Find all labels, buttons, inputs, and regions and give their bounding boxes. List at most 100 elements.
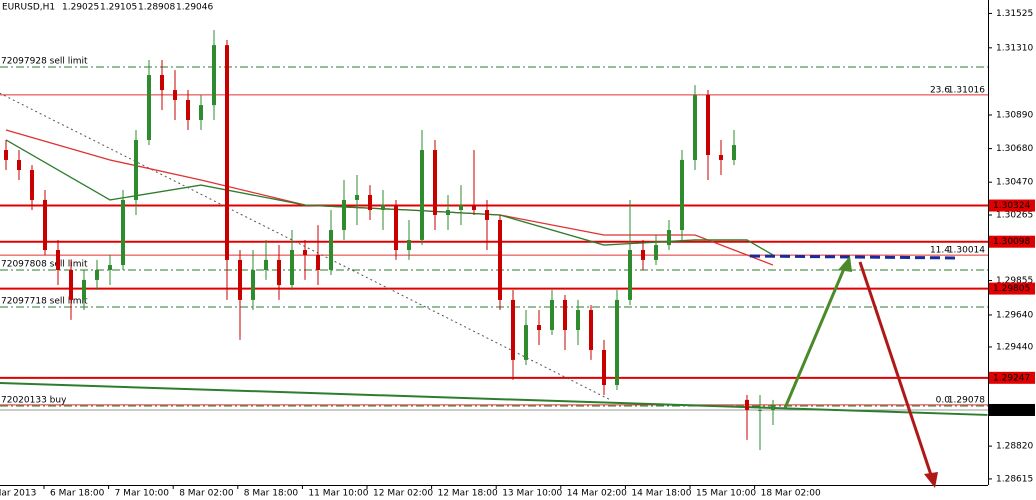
candle-body [329, 230, 333, 271]
candle-body [56, 250, 60, 271]
candle-body [69, 270, 73, 300]
level-tag-label: 1.30324 [993, 201, 1030, 211]
candle-body [472, 205, 476, 211]
candle-body [615, 299, 619, 386]
fibo-value: 1.31016 [948, 85, 985, 95]
candle-body [251, 270, 255, 300]
candle-body [719, 155, 723, 160]
candle-body [303, 250, 307, 255]
candle-body [459, 205, 463, 211]
candle-body [108, 265, 112, 271]
candle-body [602, 349, 606, 386]
y-tick-label: 1.29855 [996, 276, 1033, 286]
candle-body [446, 210, 450, 215]
candle-body [316, 254, 320, 271]
x-tick-label: 14 Mar 18:00 [631, 489, 691, 499]
candle-body [407, 239, 411, 251]
order-label: 72097928 sell limit [1, 57, 88, 67]
candle-body [550, 299, 554, 330]
order-label: 72097808 sell limit [1, 260, 88, 270]
level-tag [989, 235, 1035, 248]
y-tick-label: 1.31525 [996, 9, 1033, 19]
candle-body [30, 170, 34, 200]
candle-body [433, 150, 437, 215]
trendline [0, 381, 988, 416]
candle-body [680, 159, 684, 231]
x-tick-label: 13 Mar 10:00 [502, 489, 562, 499]
y-tick-label: 1.30470 [996, 178, 1033, 188]
y-tick-label: 1.29440 [996, 342, 1033, 352]
quote-close: 1.29046 [176, 3, 213, 13]
candle-body [732, 145, 736, 160]
candle-body [758, 409, 762, 411]
candle-body [17, 159, 21, 171]
candle-body [628, 250, 632, 300]
x-tick-label: 12 Mar 18:00 [438, 489, 498, 499]
x-tick-label: 11 Mar 10:00 [308, 489, 368, 499]
candle-body [563, 299, 567, 330]
fibo-value: 1.29078 [948, 395, 985, 405]
quote-low: 1.28908 [138, 3, 175, 13]
quote-open: 1.29025 [62, 3, 99, 13]
y-tick-label: 1.30680 [996, 144, 1033, 154]
candle-body [277, 259, 281, 286]
level-tag [989, 199, 1035, 212]
y-tick-label: 1.30265 [996, 210, 1033, 220]
candle-body [225, 45, 229, 260]
x-tick-label: 18 Mar 02:00 [761, 489, 821, 499]
y-tick-label: 1.30890 [996, 111, 1033, 121]
order-label: 72097718 sell limit [1, 296, 88, 306]
candle-body [199, 105, 203, 120]
level-tag-label: 1.29805 [993, 284, 1030, 294]
y-tick-label: 1.28820 [996, 442, 1033, 452]
candle-body [4, 150, 8, 160]
x-tick-label: 7 Mar 10:00 [115, 489, 170, 499]
candle-body [290, 250, 294, 286]
candle-body [524, 325, 528, 360]
down-arrow-head [924, 472, 938, 488]
fibo-value: 1.30014 [948, 246, 985, 256]
candle-body [238, 259, 242, 300]
candle-body [654, 245, 658, 260]
bid-tag-label: 1.29046 [993, 405, 1030, 415]
down-arrow [858, 261, 934, 479]
up-arrow-head [838, 256, 852, 272]
candle-body [355, 194, 359, 200]
candle-body [173, 90, 177, 100]
candle-body [212, 45, 216, 106]
up-arrow [783, 263, 848, 409]
candle-body [368, 194, 372, 211]
candle-body [186, 99, 190, 120]
candle-body [511, 299, 515, 360]
candle-body [43, 199, 47, 251]
x-tick-label: 8 Mar 18:00 [244, 489, 299, 499]
candle-body [420, 150, 424, 240]
candle-body [498, 219, 502, 300]
candle-body [537, 325, 541, 330]
candle-body [394, 205, 398, 251]
symbol: EURUSD,H1 [2, 3, 55, 13]
fibo-level: 0.0 [936, 395, 951, 405]
fibo-level: 23.6 [930, 85, 950, 95]
candle-body [121, 199, 125, 266]
y-tick-label: 1.29640 [996, 310, 1033, 320]
candle-body [82, 279, 86, 300]
x-tick-label: 5 Mar 2013 [0, 489, 36, 499]
plot-area: 23.61.31016 11.41.30014 0.01.29078 72097928… [0, 30, 988, 450]
y-tick-label: 1.28615 [996, 474, 1033, 484]
x-tick-label: 15 Mar 10:00 [696, 489, 756, 499]
candle-body [576, 310, 580, 330]
level-tag [989, 282, 1035, 295]
moving-average [5, 139, 774, 256]
candle-body [160, 75, 164, 91]
candle-body [381, 205, 385, 211]
x-tick-label: 14 Mar 02:00 [567, 489, 627, 499]
quote-high: 1.29105 [100, 3, 137, 13]
level-tag-label: 1.30098 [993, 237, 1030, 247]
candle-body [693, 95, 697, 160]
candle-body [706, 95, 710, 156]
level-tag [989, 371, 1035, 384]
